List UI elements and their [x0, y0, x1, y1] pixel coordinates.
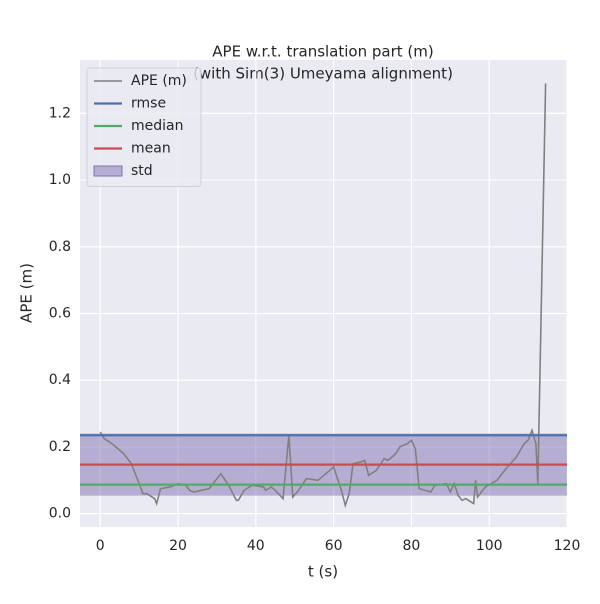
chart-subtitle: (with Sim(3) Umeyama alignment)	[193, 65, 453, 83]
y-axis-label: APE (m)	[18, 263, 36, 323]
legend-swatch	[93, 165, 123, 177]
x-tick-label: 20	[169, 538, 187, 554]
x-tick-label: 60	[325, 538, 343, 554]
legend-label: mean	[131, 141, 171, 157]
y-tick-label: 0.8	[49, 239, 71, 255]
x-tick-label: 40	[247, 538, 265, 554]
chart-title: APE w.r.t. translation part (m)	[212, 43, 433, 61]
y-tick-label: 0.6	[49, 306, 71, 322]
y-tick-label: 0.2	[49, 439, 71, 455]
y-tick-label: 1.2	[49, 105, 71, 121]
x-tick-label: 0	[96, 538, 105, 554]
legend-box	[86, 67, 202, 187]
y-tick-label: 0.4	[49, 372, 71, 388]
legend-label: APE (m)	[131, 73, 187, 89]
y-tick-label: 0.0	[49, 506, 71, 522]
y-tick-label: 1.0	[49, 172, 71, 188]
legend-label: std	[131, 163, 153, 179]
x-axis-label: t (s)	[308, 563, 338, 581]
x-tick-label: 100	[476, 538, 503, 554]
legend-label: rmse	[131, 96, 166, 112]
x-tick-label: 80	[402, 538, 420, 554]
x-tick-label: 120	[554, 538, 581, 554]
legend-label: median	[131, 118, 183, 134]
